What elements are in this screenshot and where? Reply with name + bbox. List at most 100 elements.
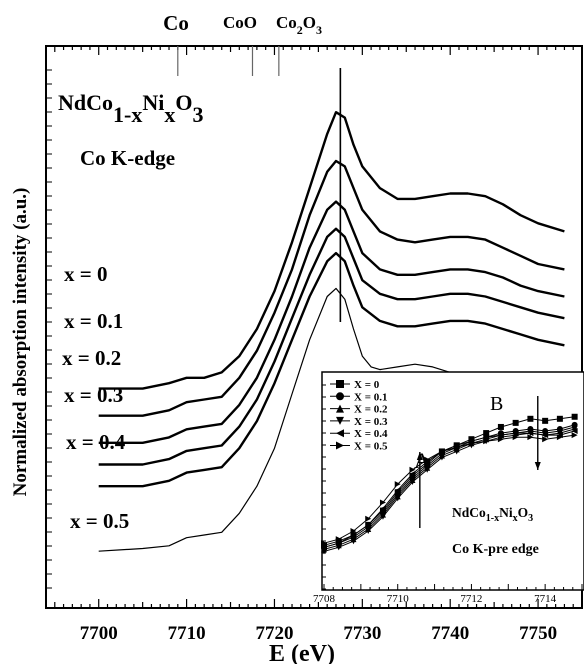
series-line <box>98 200 565 444</box>
x-tick-label: 7750 <box>519 623 557 644</box>
x-tick-label: 7720 <box>255 623 293 644</box>
x-tick-label: 7740 <box>431 623 469 644</box>
x-tick-label: 7730 <box>343 623 381 644</box>
inset-arrow-head <box>416 452 423 460</box>
inset-x-tick-label: 7714 <box>534 593 557 605</box>
inset-marker-triangle-left <box>335 540 342 547</box>
inset-marker-triangle-left <box>365 521 372 528</box>
inset-marker-triangle-right <box>571 432 578 439</box>
inset-title: NdCo1-xNixO3 <box>452 505 533 524</box>
inset-marker-triangle-right <box>453 444 460 451</box>
inset-marker-triangle-right <box>379 499 386 506</box>
inset-marker-triangle-right <box>512 434 519 441</box>
y-axis-label: Normalized absorption intensity (a.u.) <box>10 188 31 497</box>
inset-marker-triangle-down <box>321 548 327 555</box>
inset-marker-triangle-right <box>468 440 475 447</box>
inset-marker-triangle-down <box>438 454 445 461</box>
inset-marker-triangle-left <box>336 429 344 438</box>
main-series-group <box>98 110 565 552</box>
inset-marker-triangle-down <box>409 479 416 486</box>
ref-edge-label-co: Co <box>163 11 189 35</box>
inset-marker-triangle-right <box>335 536 342 543</box>
inset-marker-triangle-left <box>394 487 401 494</box>
inset-marker-triangle-down <box>453 448 460 455</box>
inset-legend-label: X = 0.4 <box>354 428 388 440</box>
inset-marker-triangle-right <box>438 448 445 455</box>
inset-marker-square <box>542 417 549 424</box>
series-line <box>98 227 565 466</box>
inset-marker-triangle-left <box>512 430 519 437</box>
inset-marker-triangle-right <box>497 436 504 443</box>
inset-marker-triangle-right <box>336 441 344 450</box>
inset-arrows <box>416 396 541 528</box>
inset-legend-label: X = 0.3 <box>354 416 388 428</box>
inset-marker-square <box>527 415 534 422</box>
inset-region-label-a: A <box>414 448 430 473</box>
series-line <box>98 251 565 488</box>
inset-marker-triangle-left <box>571 428 578 435</box>
inset-marker-triangle-left <box>321 544 327 551</box>
main-plot-frame <box>45 45 583 609</box>
inset-marker-square <box>512 419 519 426</box>
inset-marker-triangle-left <box>483 434 490 441</box>
ref-edge-label-co2o3: Co2O3 <box>276 13 322 37</box>
inset-marker-triangle-left <box>497 432 504 439</box>
series-label: x = 0.2 <box>62 346 121 370</box>
inset-marker-square <box>336 380 344 388</box>
main-x-axis: 7700 7710 7720 7730 7740 7750 <box>46 46 574 644</box>
inset-marker-triangle-down <box>424 466 431 473</box>
inset-marker-triangle-left <box>379 505 386 512</box>
series-label: x = 0.5 <box>70 509 129 533</box>
x-tick-label: 7710 <box>168 623 206 644</box>
series-label: x = 0.3 <box>64 383 123 407</box>
inset-marker-triangle-down <box>350 538 357 545</box>
inset-marker-triangle-down <box>379 513 386 520</box>
series-line <box>98 110 565 390</box>
inset-legend-label: X = 0.1 <box>354 391 387 403</box>
inset-marker-triangle-right <box>409 466 416 473</box>
inset-marker-triangle-down <box>335 544 342 551</box>
inset-marker-triangle-right <box>350 528 357 534</box>
inset-marker-triangle-left <box>527 430 534 437</box>
inset-marker-triangle-left <box>409 470 416 477</box>
reference-edge-ticks <box>177 46 342 322</box>
inset-marker-circle <box>336 392 344 401</box>
inset-series-group <box>321 413 578 555</box>
inset-marker-triangle-right <box>321 540 327 547</box>
inset-marker-triangle-right <box>394 481 401 488</box>
inset-marker-triangle-up <box>336 404 344 413</box>
inset-marker-square <box>483 430 490 437</box>
x-tick-label: 7700 <box>80 623 118 644</box>
inset-marker-triangle-down <box>336 416 344 425</box>
inset-marker-square <box>571 413 578 420</box>
series-label: x = 0.1 <box>64 309 123 333</box>
inset-marker-triangle-right <box>365 515 372 522</box>
series-labels-group: x = 0 x = 0.1 x = 0.2 x = 0.3 x = 0.4 x = 0.5 <box>62 262 129 533</box>
inset-marker-triangle-right <box>424 456 431 463</box>
inset-marker-triangle-right <box>556 434 563 441</box>
inset-marker-triangle-right <box>483 438 490 445</box>
inset-marker-triangle-left <box>542 432 549 439</box>
inset-x-tick-label: 7710 <box>387 593 410 605</box>
inset-legend-label: X = 0 <box>354 379 380 391</box>
compound-formula: NdCo1-xNixO3 <box>58 90 203 127</box>
inset-marker-triangle-down <box>365 528 372 534</box>
inset-legend: X = 0X = 0.1X = 0.2X = 0.3X = 0.4X = 0.5 <box>330 379 388 453</box>
inset-region-label-b: B <box>490 393 503 415</box>
inset-marker-triangle-down <box>394 495 401 502</box>
inset-marker-triangle-right <box>527 434 534 441</box>
inset-marker-triangle-down <box>571 426 578 432</box>
inset-legend-label: X = 0.5 <box>354 441 388 453</box>
inset-x-tick-label: 7712 <box>460 593 482 605</box>
inset-x-tick-label: 7708 <box>313 593 336 605</box>
ref-edge-label-coo: CoO <box>223 13 257 32</box>
inset-plot: 7708 7710 7712 7714 X = 0X = 0.1X = 0.2X = … <box>313 371 584 605</box>
inset-marker-triangle-right <box>542 436 549 443</box>
inset-marker-triangle-down <box>556 430 563 437</box>
inset-frame <box>321 371 584 591</box>
edge-label: Co K-edge <box>80 146 175 170</box>
inset-legend-label: X = 0.2 <box>354 404 388 416</box>
inset-subtitle: Co K-pre edge <box>452 542 539 557</box>
x-axis-label: E (eV) <box>269 641 335 664</box>
